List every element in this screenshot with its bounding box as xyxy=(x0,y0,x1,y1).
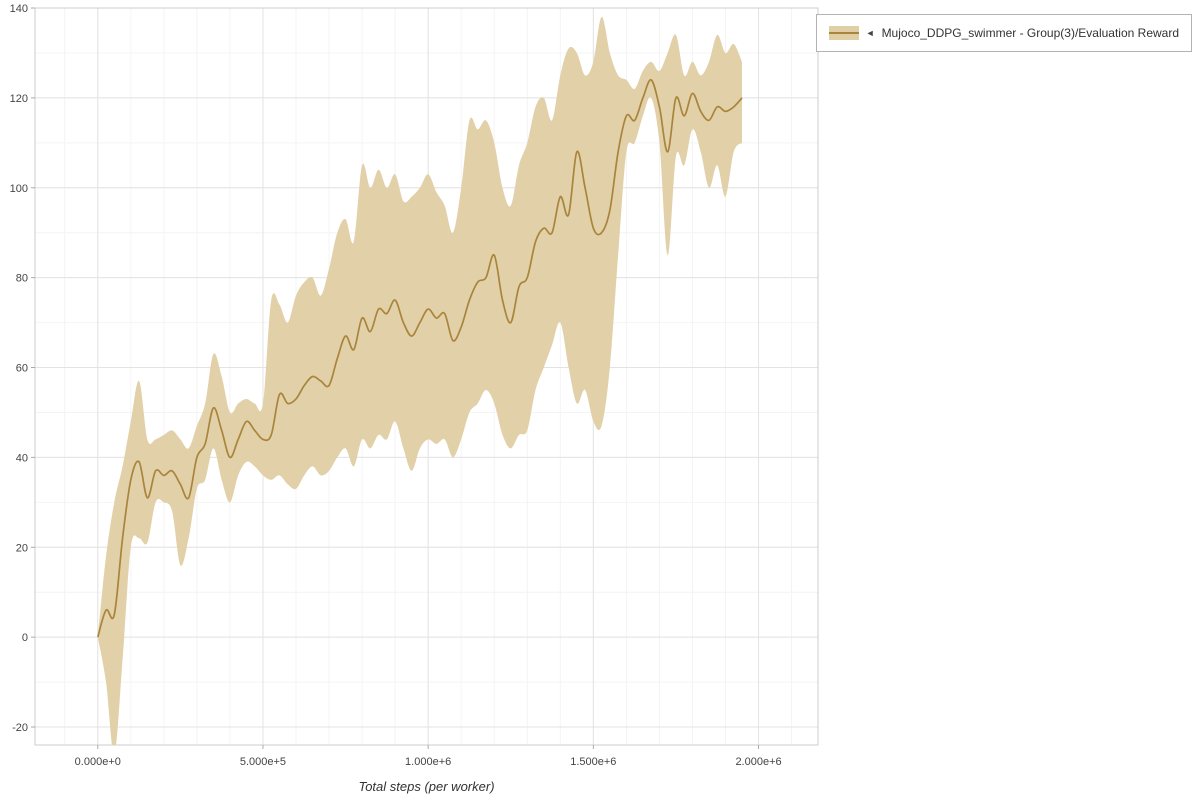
y-tick-label: -20 xyxy=(12,722,28,734)
axis-tick-labels: -20 0 20 40 60 80 100 120 140 0.000e+0 5.000e+5 1.0… xyxy=(10,3,782,768)
x-tick-label: 1.500e+6 xyxy=(570,756,616,768)
x-axis-title: Total steps (per worker) xyxy=(358,779,494,794)
legend-collapse-arrow-icon: ◄ xyxy=(865,27,875,38)
legend-swatch-line xyxy=(828,32,859,34)
x-tick-label: 0.000e+0 xyxy=(75,756,121,768)
plot-border xyxy=(34,7,819,746)
y-tick-label: 20 xyxy=(16,542,28,554)
x-tick-label: 5.000e+5 xyxy=(240,756,286,768)
y-tick-label: 140 xyxy=(10,3,28,15)
legend-item[interactable]: ◄ Mujoco_DDPG_swimmer - Group(3)/Evaluat… xyxy=(815,14,1192,52)
y-tick-label: 60 xyxy=(16,363,28,375)
mean-line xyxy=(96,79,743,638)
y-tick-label: 0 xyxy=(22,632,28,644)
y-tick-label: 120 xyxy=(10,93,28,105)
y-tick-label: 40 xyxy=(16,452,28,464)
axis-ticks xyxy=(31,7,760,749)
y-tick-label: 100 xyxy=(10,183,28,195)
y-tick-label: 80 xyxy=(16,273,28,285)
x-tick-label: 1.000e+6 xyxy=(405,756,451,768)
x-tick-label: 2.000e+6 xyxy=(735,756,781,768)
confidence-band xyxy=(97,16,743,745)
legend-swatch-band xyxy=(828,26,859,40)
legend-label: Mujoco_DDPG_swimmer - Group(3)/Evaluatio… xyxy=(881,26,1179,40)
